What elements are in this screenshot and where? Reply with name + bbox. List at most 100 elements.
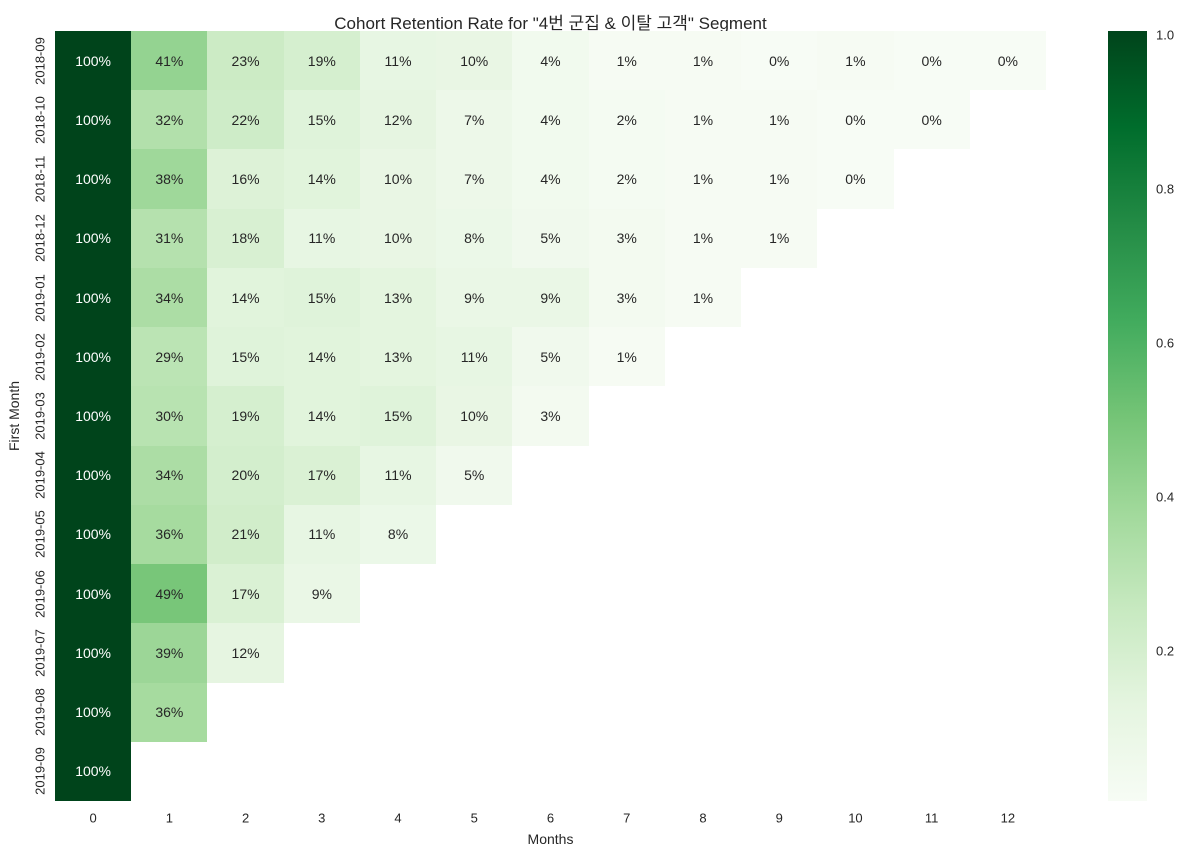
heatmap-cell <box>969 90 1046 150</box>
x-tick-label: 2 <box>241 810 250 826</box>
heatmap-cell <box>741 504 818 565</box>
heatmap-cell: 10% <box>359 208 437 268</box>
heatmap-cell <box>512 682 589 742</box>
x-tick-label: 11 <box>924 810 939 826</box>
heatmap-cell: 9% <box>283 564 360 624</box>
heatmap-cell <box>359 682 437 742</box>
y-tick-label: 2019-09 <box>32 747 48 796</box>
heatmap-cell <box>664 445 742 505</box>
heatmap-cell <box>893 208 970 268</box>
heatmap-cell <box>969 149 1046 209</box>
heatmap-cell: 4% <box>512 90 589 150</box>
heatmap-cell <box>588 445 665 505</box>
heatmap-cell: 9% <box>436 267 513 328</box>
heatmap-cell: 100% <box>55 386 132 446</box>
heatmap-cell <box>588 741 665 801</box>
heatmap-cell <box>893 386 970 446</box>
heatmap-cell <box>893 149 970 209</box>
heatmap-cell <box>893 741 970 801</box>
x-tick-label: 6 <box>546 810 555 826</box>
heatmap-cell <box>588 386 665 446</box>
heatmap-cell <box>969 741 1046 801</box>
heatmap-cell <box>817 208 894 268</box>
heatmap-cell <box>664 386 742 446</box>
y-tick-label: 2018-09 <box>32 36 48 85</box>
heatmap-cell <box>664 504 742 565</box>
heatmap-cell: 15% <box>359 386 437 446</box>
y-tick-label: 2019-01 <box>32 273 48 322</box>
heatmap-cell: 36% <box>131 504 208 565</box>
heatmap-cell: 19% <box>207 386 284 446</box>
heatmap-cell <box>969 327 1046 387</box>
heatmap-cell: 17% <box>207 564 284 624</box>
heatmap-cell: 100% <box>55 623 132 683</box>
heatmap-cell: 49% <box>131 564 208 624</box>
colorbar-tick-label: 0.2 <box>1156 643 1175 659</box>
heatmap-cell: 5% <box>512 327 589 387</box>
heatmap-cell: 11% <box>359 445 437 505</box>
heatmap-cell <box>969 267 1046 328</box>
heatmap-cell <box>512 564 589 624</box>
heatmap-cell: 18% <box>207 208 284 268</box>
x-tick-label: 12 <box>1000 810 1016 826</box>
heatmap-cell: 16% <box>207 149 284 209</box>
heatmap-cell: 100% <box>55 327 132 387</box>
heatmap-grid: 100% 41% 23% 19% 11% 10% 4% 1% 1% 0% 1% 0% 0% 100% 32%… <box>55 31 1046 801</box>
heatmap-cell: 13% <box>359 267 437 328</box>
x-tick-label: 9 <box>775 810 783 826</box>
heatmap-cell <box>588 504 665 565</box>
heatmap-cell: 1% <box>741 90 818 150</box>
x-tick-label: 5 <box>470 810 478 826</box>
heatmap-cell: 13% <box>359 327 437 387</box>
heatmap-cell: 4% <box>512 31 589 91</box>
heatmap-cell: 14% <box>283 149 360 209</box>
heatmap-cell: 1% <box>664 208 742 268</box>
heatmap-cell: 8% <box>436 208 513 268</box>
x-tick-label: 4 <box>394 810 402 826</box>
colorbar-tick-label: 0.4 <box>1156 489 1175 505</box>
heatmap-cell <box>436 564 513 624</box>
heatmap-cell: 41% <box>131 31 208 91</box>
heatmap-cell <box>817 504 894 565</box>
heatmap-cell: 11% <box>436 327 513 387</box>
heatmap-cell <box>512 623 589 683</box>
heatmap-cell: 30% <box>131 386 208 446</box>
heatmap-cell: 100% <box>55 741 132 801</box>
heatmap-cell: 1% <box>817 31 894 91</box>
heatmap-cell: 14% <box>283 386 360 446</box>
heatmap-cell: 21% <box>207 504 284 565</box>
heatmap-cell <box>664 682 742 742</box>
heatmap-cell: 14% <box>207 267 284 328</box>
heatmap-cell: 2% <box>588 90 665 150</box>
x-tick-label: 8 <box>699 810 707 826</box>
y-tick-label: 2019-05 <box>32 510 48 559</box>
heatmap-cell <box>359 623 437 683</box>
heatmap-cell: 0% <box>817 90 894 150</box>
heatmap-cell: 1% <box>664 149 742 209</box>
y-tick-label: 2018-10 <box>32 95 48 144</box>
heatmap-cell <box>817 682 894 742</box>
heatmap-cell <box>969 386 1046 446</box>
heatmap-cell: 38% <box>131 149 208 209</box>
x-axis-label: Months <box>527 831 574 847</box>
heatmap-cell: 100% <box>55 90 132 150</box>
heatmap-cell: 2% <box>588 149 665 209</box>
heatmap-cell <box>359 564 437 624</box>
heatmap-cell <box>969 623 1046 683</box>
heatmap-cell: 10% <box>359 149 437 209</box>
heatmap-cell <box>664 741 742 801</box>
heatmap-cell: 9% <box>512 267 589 328</box>
heatmap-cell: 5% <box>512 208 589 268</box>
heatmap-cell: 34% <box>131 267 208 328</box>
chart-title: Cohort Retention Rate for "4번 군집 & 이탈 고객… <box>334 14 767 33</box>
heatmap-cell: 100% <box>55 445 132 505</box>
heatmap-cell <box>817 267 894 328</box>
heatmap-cell: 0% <box>817 149 894 209</box>
heatmap-cell: 1% <box>588 327 665 387</box>
heatmap-cell <box>969 445 1046 505</box>
y-tick-label: 2019-03 <box>32 392 48 440</box>
heatmap-cell <box>741 445 818 505</box>
heatmap-cell <box>664 327 742 387</box>
heatmap-cell: 22% <box>207 90 284 150</box>
